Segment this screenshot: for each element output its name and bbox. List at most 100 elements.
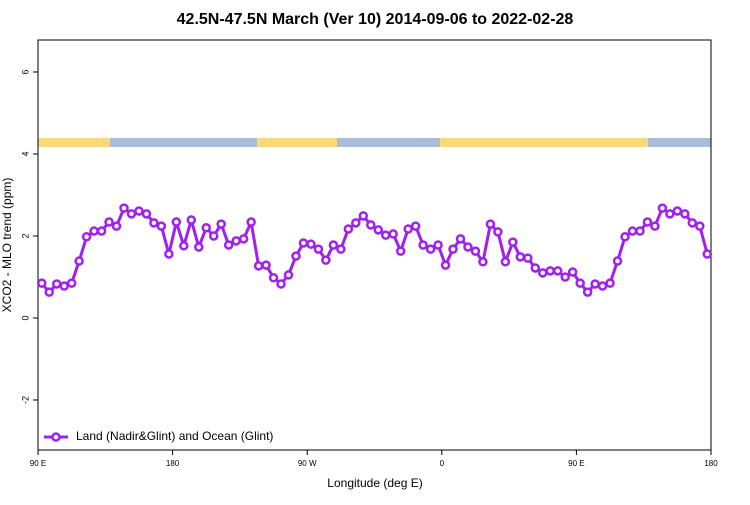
data-point — [343, 224, 354, 234]
data-point — [126, 209, 137, 219]
data-point — [336, 244, 346, 254]
data-point — [538, 268, 548, 278]
data-point — [306, 239, 316, 249]
data-point — [373, 225, 383, 235]
data-point — [291, 251, 301, 261]
data-point — [582, 287, 593, 297]
x-tick-label: 90 E — [568, 459, 584, 468]
data-point — [635, 226, 645, 236]
data-point — [246, 217, 256, 227]
data-point — [328, 240, 339, 250]
data-point — [560, 272, 570, 282]
data-point — [276, 279, 286, 289]
data-point — [179, 241, 189, 251]
data-point — [500, 257, 511, 267]
land-band — [257, 138, 337, 147]
data-point — [448, 244, 458, 254]
chart-title: 42.5N-47.5N March (Ver 10) 2014-09-06 to… — [177, 11, 574, 28]
data-point — [485, 219, 496, 229]
data-point — [44, 287, 54, 297]
data-point — [111, 221, 122, 231]
legend-marker — [51, 432, 61, 442]
data-point — [96, 226, 107, 236]
data-point — [702, 249, 713, 259]
data-point — [597, 281, 608, 291]
data-point — [433, 240, 443, 250]
data-point — [261, 260, 271, 270]
data-point — [66, 278, 77, 288]
y-tick-label: 4 — [20, 151, 30, 156]
data-point — [283, 270, 294, 280]
data-point — [74, 256, 84, 266]
data-point — [89, 226, 99, 236]
x-tick-label: 90 E — [30, 459, 46, 468]
y-tick-label: 2 — [20, 233, 30, 238]
data-point — [650, 221, 660, 231]
y-tick-label: -2 — [20, 396, 30, 404]
data-point — [478, 257, 488, 267]
data-point — [403, 224, 413, 234]
data-point — [627, 226, 638, 236]
plot-frame — [37, 39, 712, 451]
data-point — [590, 279, 600, 289]
data-point — [425, 244, 436, 254]
y-tick-label: 6 — [20, 69, 30, 74]
data-point — [665, 209, 675, 219]
data-point — [201, 223, 211, 233]
data-point — [552, 266, 563, 276]
x-tick-label: 0 — [440, 459, 445, 468]
data-point — [380, 230, 391, 240]
data-point — [657, 203, 668, 213]
data-point — [268, 273, 279, 283]
data-point — [612, 256, 623, 266]
data-point — [620, 232, 630, 242]
data-point — [81, 232, 92, 242]
data-point — [366, 220, 376, 230]
data-point — [410, 221, 421, 231]
data-point — [119, 203, 129, 213]
land-band — [38, 138, 110, 147]
data-point — [695, 221, 705, 231]
land-band — [440, 138, 648, 147]
data-point — [440, 260, 451, 270]
data-point — [186, 215, 197, 225]
x-tick-label: 180 — [166, 459, 180, 468]
legend-label: Land (Nadir&Glint) and Ocean (Glint) — [76, 429, 273, 443]
data-point — [508, 237, 518, 247]
data-point — [59, 281, 69, 291]
x-tick-label: 180 — [704, 459, 718, 468]
data-point — [231, 236, 241, 246]
data-point — [149, 218, 159, 228]
data-point — [463, 242, 473, 252]
data-point — [530, 263, 541, 273]
data-point — [321, 255, 331, 265]
data-point — [171, 217, 182, 227]
land-ocean-strip — [38, 138, 711, 147]
data-point — [680, 209, 690, 219]
data-point — [642, 217, 653, 227]
data-point — [567, 267, 578, 277]
data-point — [51, 279, 62, 289]
data-point — [134, 206, 144, 216]
data-point — [545, 266, 555, 276]
x-tick-label: 90 W — [298, 459, 317, 468]
data-point — [515, 252, 526, 262]
x-axis-label: Longitude (deg E) — [327, 476, 422, 490]
data-point — [313, 244, 324, 254]
data-point — [238, 234, 249, 244]
data-point — [605, 278, 615, 288]
data-point — [208, 231, 219, 241]
ocean-band — [38, 138, 711, 147]
data-point — [687, 218, 698, 228]
data-point — [388, 229, 398, 239]
y-tick-label: 0 — [20, 315, 30, 320]
data-point — [36, 278, 47, 288]
data-point — [470, 246, 481, 256]
data-point — [216, 219, 226, 229]
data-point — [194, 242, 204, 252]
data-point — [253, 261, 264, 271]
data-point — [351, 218, 361, 228]
data-point — [358, 211, 369, 221]
data-point — [672, 206, 683, 216]
